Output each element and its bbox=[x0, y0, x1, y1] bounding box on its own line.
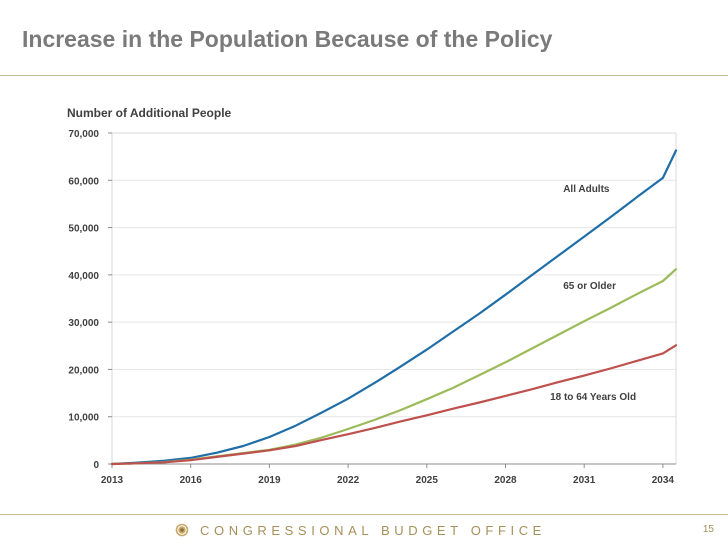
chart-gridlines bbox=[112, 179, 676, 418]
y-tick-label: 70,000 bbox=[68, 129, 99, 140]
footer-divider bbox=[0, 514, 728, 515]
y-tick-label: 10,000 bbox=[68, 413, 99, 424]
title-divider bbox=[0, 75, 728, 76]
y-tick-label: 40,000 bbox=[68, 271, 99, 282]
x-tick-label: 2028 bbox=[494, 475, 517, 486]
x-tick-label: 2013 bbox=[101, 475, 124, 486]
y-tick-label: 20,000 bbox=[68, 365, 99, 376]
x-tick-label: 2031 bbox=[573, 475, 596, 486]
footer-organization: CONGRESSIONAL BUDGET OFFICE bbox=[200, 523, 546, 538]
series-line-18-to-64-years-old bbox=[110, 344, 678, 466]
y-tick-label: 60,000 bbox=[68, 176, 99, 187]
line-chart: 0 10,000 20,000 30,000 40,000 50,000 60,000 70,… bbox=[67, 106, 678, 486]
x-tick-label: 2022 bbox=[337, 475, 360, 486]
x-tick-label: 2016 bbox=[180, 475, 203, 486]
chart-series bbox=[110, 149, 678, 466]
series-label-18-to-64-years-old: 18 to 64 Years Old bbox=[550, 392, 636, 403]
x-tick-label: 2034 bbox=[652, 475, 675, 486]
y-axis-label: Number of Additional People bbox=[67, 106, 232, 120]
chart-labels: All Adults 65 or Older 18 to 64 Years Old bbox=[550, 184, 636, 403]
series-label-all-adults: All Adults bbox=[563, 184, 610, 195]
y-tick-label: 50,000 bbox=[68, 224, 99, 235]
x-tick-label: 2025 bbox=[416, 475, 439, 486]
x-tick-label: 2019 bbox=[258, 475, 281, 486]
page-number: 15 bbox=[702, 524, 714, 535]
series-line-all-adults bbox=[110, 149, 678, 466]
series-label-65-or-older: 65 or Older bbox=[563, 281, 616, 292]
chart-ticks: 0 10,000 20,000 30,000 40,000 50,000 60,000 70,… bbox=[68, 129, 674, 486]
cbo-seal-icon bbox=[175, 523, 189, 537]
series-line-65-or-older bbox=[110, 268, 678, 466]
y-tick-label: 0 bbox=[93, 460, 99, 471]
slide-title: Increase in the Population Because of th… bbox=[22, 26, 553, 52]
y-tick-label: 30,000 bbox=[68, 318, 99, 329]
